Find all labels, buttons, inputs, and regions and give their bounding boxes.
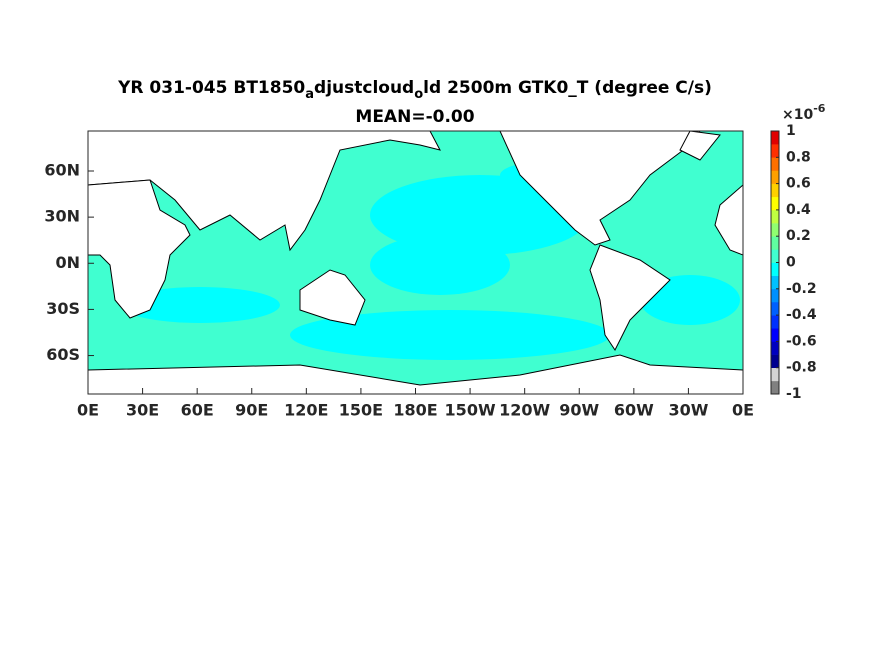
x-tick-label: 120E	[284, 401, 328, 420]
colorbar-tick-label: 0.6	[786, 176, 811, 192]
y-tick-label: 30S	[46, 299, 80, 318]
colorbar-segment	[771, 341, 779, 355]
colorbar-segment	[771, 249, 779, 263]
colorbar-tick-label: -0.6	[786, 333, 817, 349]
field-patch	[290, 310, 610, 360]
x-tick-label: 150W	[445, 401, 496, 420]
x-tick-label: 30E	[126, 401, 159, 420]
colorbar-tick-label: 1	[786, 123, 796, 139]
land	[299, 269, 366, 326]
title-part: ld 2500m GTK0_T (degree C/s)	[423, 78, 712, 98]
field-patch	[640, 275, 740, 325]
map	[87, 130, 744, 395]
x-tick-label: 60E	[181, 401, 214, 420]
land	[88, 179, 191, 319]
x-tick-label: 30W	[668, 401, 708, 420]
x-tick-label: 120W	[499, 401, 550, 420]
scale-exponent: -6	[813, 102, 826, 115]
x-tick-label: 150E	[339, 401, 383, 420]
y-tick-label: 60N	[44, 160, 80, 179]
x-tick-label: 180E	[393, 401, 437, 420]
colorbar-segment	[771, 183, 779, 198]
colorbar-tick-label: -0.2	[786, 281, 817, 297]
colorbar-segment	[771, 380, 779, 395]
colorbar-tick-label: -1	[786, 386, 802, 402]
colorbar-segment	[771, 170, 779, 184]
x-tick-label: 90W	[559, 401, 599, 420]
land	[88, 131, 441, 252]
colorbar-segment	[771, 275, 779, 290]
colorbar-segment	[771, 144, 779, 158]
chart-subtitle: MEAN=-0.00	[355, 107, 474, 127]
colorbar-segment	[771, 236, 779, 250]
colorbar-segment	[771, 315, 779, 329]
colorbar-segment	[771, 157, 779, 171]
title-part: djustcloud	[314, 78, 414, 98]
colorbar-tick-label: -0.4	[786, 307, 817, 323]
scale-label: ×10	[782, 107, 813, 123]
land	[88, 354, 743, 394]
colorbar-tick-label: 0	[786, 255, 796, 271]
colorbar-scale: ×10-6	[782, 102, 826, 123]
colorbar-segment	[771, 328, 779, 342]
x-tick-label: 0E	[77, 401, 99, 420]
colorbar-segment	[771, 288, 779, 303]
field-patch	[120, 287, 280, 323]
colorbar-segment	[771, 301, 779, 316]
y-tick-label: 60S	[46, 345, 80, 364]
x-tick-label: 0E	[732, 401, 754, 420]
land	[679, 131, 721, 161]
y-tick-label: 0N	[55, 253, 80, 272]
colorbar-tick-label: -0.8	[786, 360, 817, 376]
colorbar-segment	[771, 131, 779, 145]
colorbar-tick-label: 0.8	[786, 149, 811, 165]
field-patch	[370, 235, 510, 295]
land	[589, 244, 671, 351]
title-subscript: o	[414, 87, 423, 102]
colorbar-segment	[771, 367, 779, 382]
colorbar-segment	[771, 354, 779, 368]
colorbar-segment	[771, 209, 779, 224]
field-patch	[370, 175, 590, 255]
title-subscript: a	[305, 87, 314, 102]
colorbar-tick-label: 0.4	[786, 202, 811, 218]
map-field	[88, 131, 743, 394]
x-tick-label: 60W	[614, 401, 654, 420]
colorbar-segment	[771, 196, 779, 211]
colorbar-segment	[771, 262, 779, 276]
chart-title: YR 031-045 BT1850adjustcloudold 2500m GT…	[117, 78, 712, 102]
colorbar-segment	[771, 223, 779, 237]
x-tick-label: 90E	[235, 401, 268, 420]
title-part: YR 031-045 BT1850	[117, 78, 305, 98]
y-tick-label: 30N	[44, 207, 80, 226]
land	[714, 184, 743, 256]
colorbar-tick-label: 0.2	[786, 228, 811, 244]
